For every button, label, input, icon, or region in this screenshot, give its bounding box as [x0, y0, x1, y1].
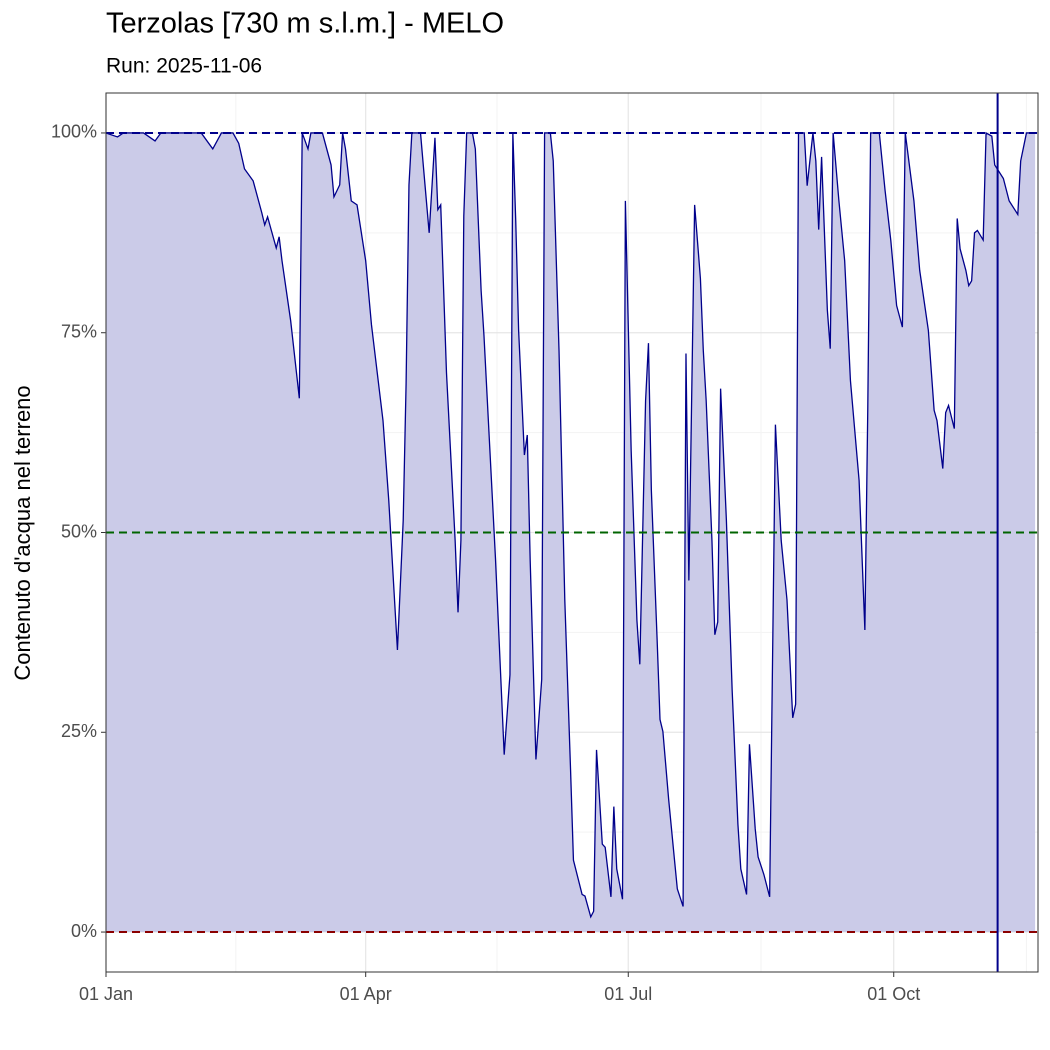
x-tick-label: 01 Jul	[604, 984, 652, 1004]
area-line	[105, 131, 1036, 919]
area-fill	[106, 132, 1036, 933]
y-axis-label: Contenuto d'acqua nel terreno	[10, 385, 35, 680]
chart-subtitle: Run: 2025-11-06	[106, 55, 262, 78]
y-tick-label: 25%	[61, 721, 97, 741]
x-tick-label: 01 Oct	[867, 984, 920, 1004]
y-tick-label: 50%	[61, 521, 97, 541]
y-tick-label: 100%	[51, 122, 97, 142]
y-tick-label: 0%	[71, 921, 97, 941]
y-tick-label: 75%	[61, 321, 97, 341]
plot-border	[105, 92, 1039, 973]
x-tick-label: 01 Apr	[340, 984, 392, 1004]
chart-title: Terzolas [730 m s.l.m.] - MELO	[106, 8, 504, 40]
x-tick-label: 01 Jan	[79, 984, 133, 1004]
